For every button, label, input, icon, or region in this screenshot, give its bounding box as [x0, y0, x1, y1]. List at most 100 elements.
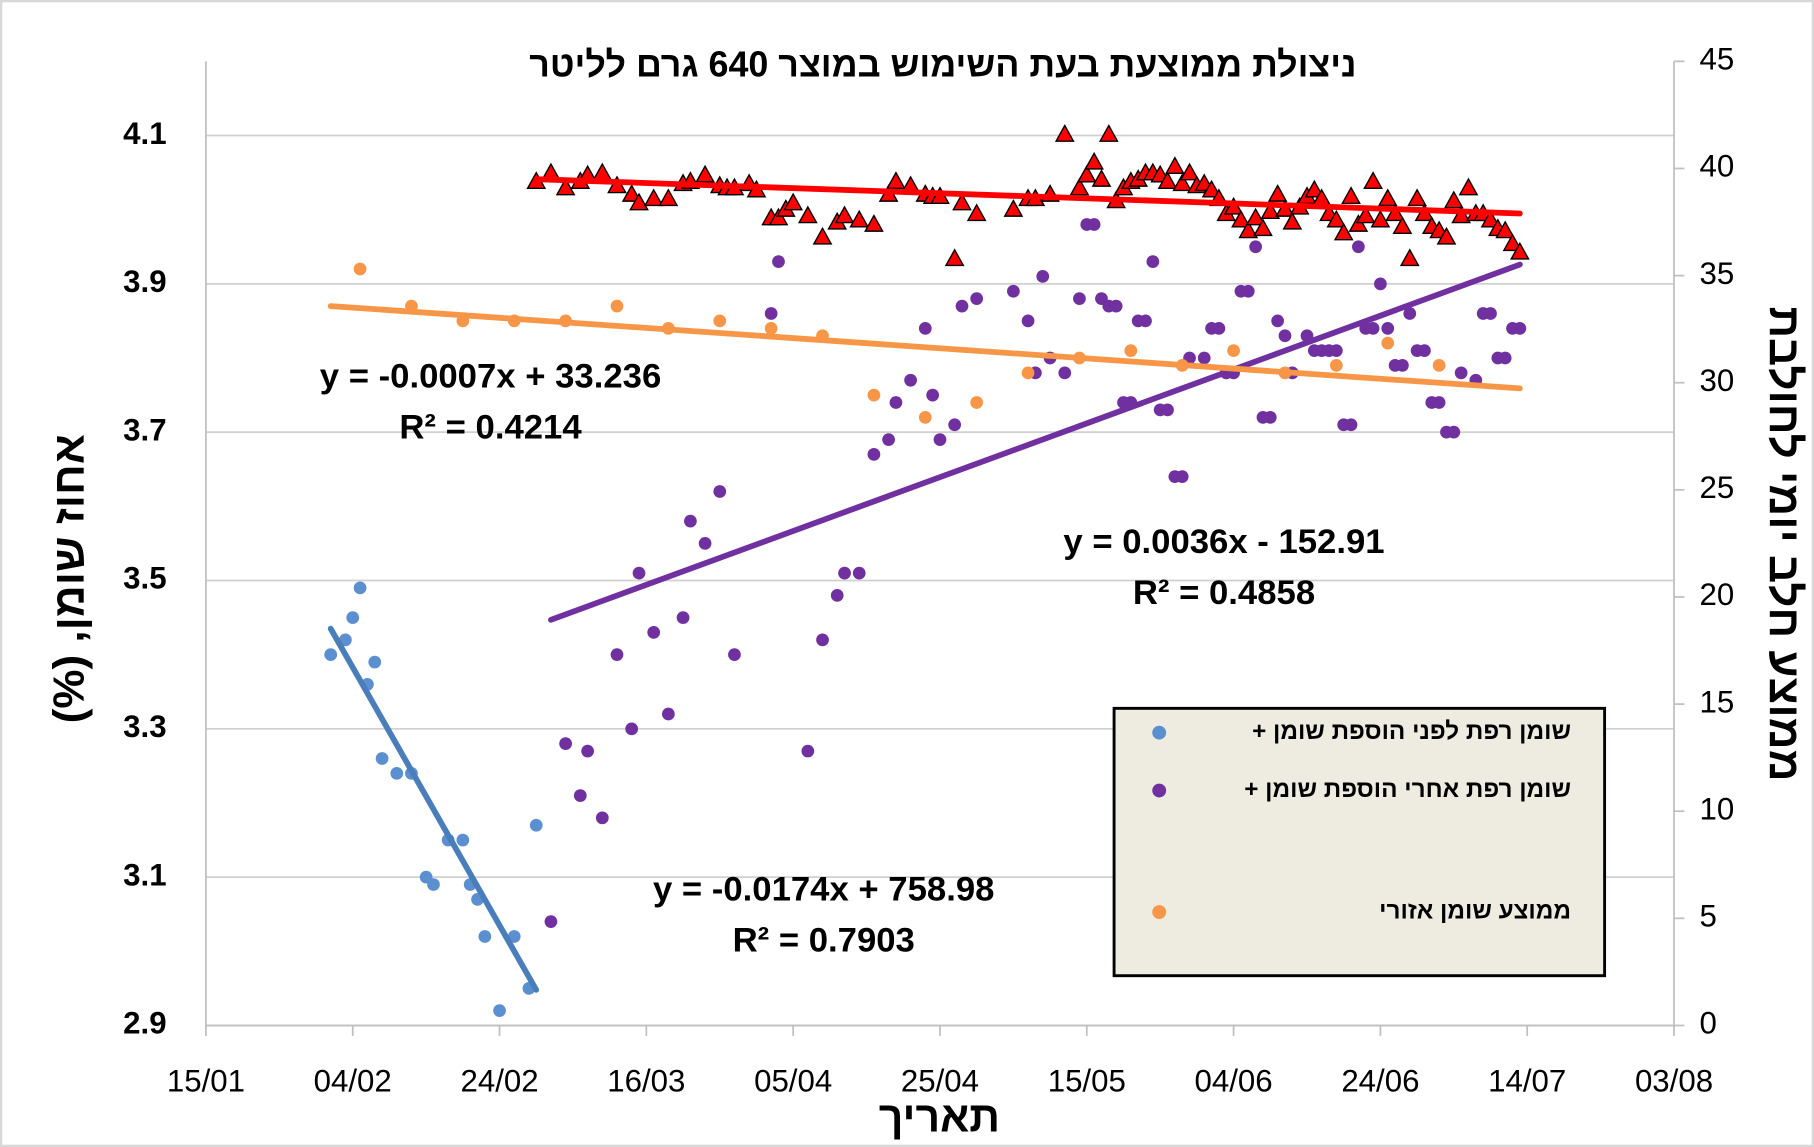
- point: [478, 930, 492, 943]
- triangle-marker: [1348, 214, 1369, 232]
- point: [955, 299, 969, 313]
- y2-tick-label: 45: [1699, 42, 1734, 77]
- x-tick-label: 15/01: [167, 1064, 245, 1099]
- point: [1498, 351, 1512, 365]
- series: [526, 124, 1530, 267]
- triangle-marker: [1267, 184, 1288, 202]
- point: [595, 811, 609, 825]
- point: [375, 752, 389, 765]
- point: [1366, 321, 1380, 335]
- point: [559, 737, 572, 751]
- point: [882, 433, 895, 446]
- triangle-marker: [555, 177, 576, 196]
- point: [1396, 359, 1409, 372]
- point: [904, 373, 917, 387]
- point: [610, 648, 624, 662]
- triangle-marker: [1282, 211, 1303, 230]
- trend-r2: R² = 0.4858: [1133, 574, 1315, 612]
- x-tick-label: 16/03: [607, 1064, 685, 1099]
- point: [764, 321, 778, 335]
- triangle-marker: [1451, 205, 1471, 224]
- point: [867, 388, 881, 402]
- trend-r2: R² = 0.4214: [399, 409, 582, 447]
- triangle-marker: [1179, 162, 1200, 181]
- y2-tick-label: 20: [1699, 577, 1734, 612]
- legend-label: שומן רפת אחרי הוספת שומן +: [1244, 776, 1571, 803]
- point: [353, 262, 367, 276]
- point: [573, 789, 587, 802]
- legend-box: [1112, 706, 1607, 978]
- point: [830, 588, 844, 602]
- point: [948, 418, 962, 432]
- triangle-marker: [1363, 171, 1383, 189]
- triangle-marker: [1238, 220, 1259, 239]
- triangle-marker: [1399, 248, 1420, 267]
- triangle-marker: [864, 214, 884, 232]
- point: [728, 648, 741, 662]
- y2-tick-label: 15: [1699, 684, 1734, 719]
- point: [1271, 314, 1284, 328]
- point: [1263, 410, 1277, 424]
- point: [1087, 218, 1101, 231]
- trend-equation: y = 0.0036x - 152.91: [1063, 523, 1384, 561]
- point: [1513, 321, 1527, 335]
- triangle-marker: [886, 171, 906, 189]
- triangle-marker: [1003, 199, 1024, 217]
- point: [1139, 314, 1152, 328]
- triangle-marker: [1495, 220, 1516, 239]
- triangle-marker: [1436, 226, 1457, 245]
- triangle-marker: [1076, 164, 1097, 183]
- point: [1278, 329, 1292, 343]
- triangle-marker: [1054, 124, 1075, 142]
- legend: שומן רפת לפני הוספת שומן + שומן רפת אחרי …: [1112, 706, 1607, 978]
- point: [368, 655, 382, 669]
- triangle-marker: [944, 248, 965, 267]
- point: [1212, 321, 1226, 335]
- point: [698, 537, 712, 550]
- point: [529, 818, 543, 832]
- point: [867, 448, 881, 461]
- point: [507, 930, 521, 943]
- y-tick-label: 3.1: [123, 857, 166, 892]
- point: [926, 388, 939, 402]
- point: [610, 299, 624, 313]
- point: [1374, 277, 1387, 291]
- triangle-marker: [1245, 207, 1266, 226]
- point: [889, 396, 903, 409]
- series: [353, 262, 1446, 424]
- point: [1124, 344, 1138, 357]
- point: [390, 766, 404, 780]
- point: [1241, 284, 1255, 298]
- point: [1109, 299, 1123, 313]
- y2-tick-label: 35: [1699, 256, 1734, 291]
- point: [427, 878, 440, 891]
- legend-label: שומן רפת לפני הוספת שומן +: [1252, 718, 1571, 745]
- point: [1058, 366, 1072, 380]
- triangle-marker: [621, 184, 642, 202]
- point: [918, 410, 932, 424]
- point: [1447, 425, 1461, 439]
- y-tick-label: 2.9: [123, 1006, 166, 1041]
- legend-marker: [1152, 783, 1167, 798]
- triangle-marker: [1172, 173, 1193, 192]
- triangle-marker: [1392, 216, 1413, 234]
- triangle-marker: [695, 164, 715, 183]
- point: [1021, 314, 1035, 328]
- y2-tick-label: 30: [1699, 363, 1734, 398]
- legend-marker: [1152, 905, 1167, 919]
- triangle-marker: [1407, 188, 1427, 207]
- triangle-marker: [1084, 151, 1104, 170]
- triangle-marker: [1157, 171, 1178, 189]
- x-tick-label: 05/04: [754, 1064, 832, 1099]
- point: [1036, 270, 1050, 283]
- point: [1146, 255, 1160, 268]
- triangle-marker: [849, 209, 870, 228]
- point: [1197, 351, 1211, 365]
- point: [816, 633, 829, 647]
- triangle-marker: [1165, 156, 1185, 174]
- x-tick-label: 24/06: [1341, 1064, 1419, 1099]
- x-tick-label: 03/08: [1635, 1064, 1713, 1099]
- point: [1381, 321, 1395, 335]
- y-axis-label: אחוז שומן, (%): [44, 434, 93, 723]
- triangle-marker: [834, 205, 855, 224]
